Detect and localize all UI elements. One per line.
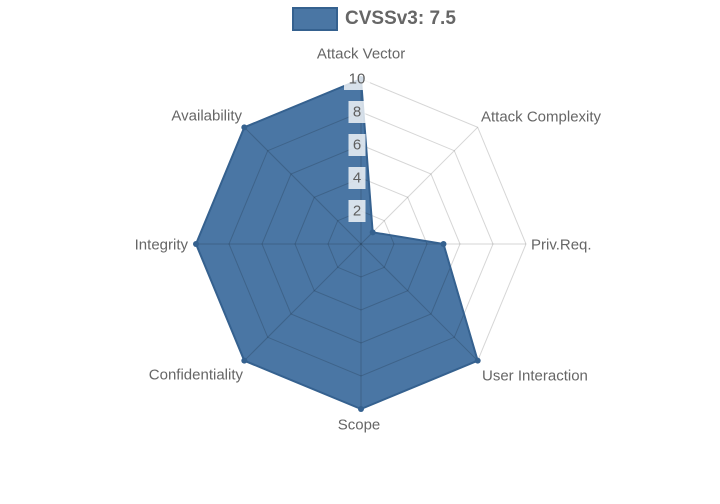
radar-data-point-6: [193, 241, 199, 247]
radar-data-point-3: [474, 357, 481, 364]
radar-grid-ring-2: [327, 210, 395, 278]
tick-label-4: 4: [353, 170, 361, 187]
axis-label-attack-vector: Attack Vector: [317, 46, 405, 63]
radar-grid-ring-4: [294, 177, 428, 311]
radar-data-point-5: [241, 357, 248, 364]
radar-data-point-1: [369, 229, 376, 236]
radar-axis-line-5: [243, 243, 362, 362]
axis-label-integrity: Integrity: [135, 237, 189, 254]
radar-data-point-2: [440, 241, 447, 247]
legend-item-cvssv3[interactable]: CVSSv3: 7.5: [292, 7, 456, 31]
tick-label-2: 2: [353, 203, 361, 220]
tick-backdrop-6: [348, 134, 366, 156]
axis-label-attack-complexity: Attack Complexity: [481, 109, 602, 126]
tick-label-8: 8: [353, 104, 361, 121]
axis-label-scope: Scope: [338, 417, 381, 434]
tick-backdrop-8: [348, 101, 366, 123]
tick-backdrop-2: [348, 200, 366, 222]
axis-label-availability: Availability: [171, 108, 242, 125]
axis-label-priv-req: Priv.Req.: [531, 237, 592, 254]
legend-swatch: [292, 7, 338, 31]
tick-backdrop-4: [348, 167, 366, 189]
radar-axis-line-7: [243, 126, 362, 245]
legend-label: CVSSv3: 7.5: [345, 8, 456, 29]
radar-axis-line-1: [360, 126, 479, 245]
radar-grid-ring-6: [261, 144, 461, 344]
radar-axis-line-3: [360, 243, 479, 362]
tick-backdrop-10: [344, 68, 370, 90]
radar-series-fill: [196, 79, 478, 409]
tick-label-6: 6: [353, 137, 361, 154]
axis-label-user-interaction: User Interaction: [482, 368, 588, 385]
radar-grid-ring-8: [228, 111, 494, 377]
radar-data-point-7: [241, 124, 248, 131]
radar-data-point-4: [358, 406, 364, 412]
axis-label-confidentiality: Confidentiality: [149, 367, 244, 384]
tick-label-10: 10: [349, 71, 366, 88]
